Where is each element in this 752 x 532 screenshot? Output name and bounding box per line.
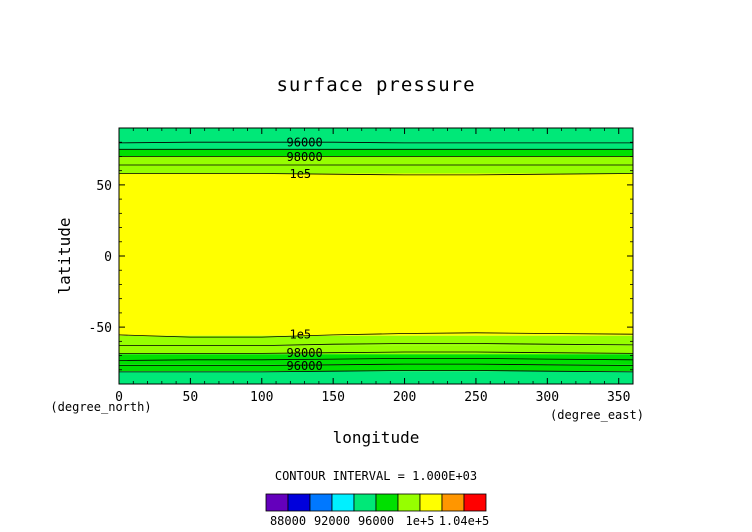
colorbar [265,493,487,512]
contour-label-5: 96000 [287,359,323,373]
pressure-band-3 [119,345,633,355]
x-tick-label-3: 150 [321,390,344,405]
contour-line-1 [119,363,634,366]
contour-line-2 [118,357,634,361]
colorbar-swatch-1 [287,493,311,512]
colorbar-label-2: 96000 [358,514,394,528]
pressure-band-7 [119,156,633,165]
y-tick-label-0: -50 [89,321,112,336]
contour-label-0: 96000 [287,136,323,150]
colorbar-labels: 88000 92000 96000 1e+5 1.04e+5 [270,514,489,528]
x-axis-ticks: 0 50 100 150 200 250 300 350 [115,128,630,405]
contour-lines [118,141,634,373]
x-axis-label: longitude [333,428,420,447]
colorbar-label-4: 1.04e+5 [439,514,490,528]
colorbar-swatch-3 [331,493,355,512]
contour-label-1: 98000 [287,150,323,164]
colorbar-swatch-8 [441,493,465,512]
x-tick-label-7: 350 [607,390,630,405]
colorbar-swatch-4 [353,493,377,512]
colorbar-swatch-6 [397,493,421,512]
x-tick-label-2: 100 [250,390,273,405]
pressure-band-0 [119,371,633,384]
pressure-band-6 [119,164,633,174]
y-tick-label-1: 0 [104,250,112,265]
colorbar-swatch-0 [265,493,289,512]
y-unit-label: (degree_north) [50,400,151,414]
pressure-band-5 [119,173,633,336]
contour-line-6 [119,173,634,176]
contour-line-4 [119,343,634,347]
colorbar-label-3: 1e+5 [406,514,435,528]
y-tick-label-2: 50 [96,179,112,194]
contour-label-2: 1e5 [289,167,311,181]
x-tick-label-1: 50 [183,390,199,405]
contour-interval-note: CONTOUR INTERVAL = 1.000E+03 [275,469,477,483]
y-axis-label: latitude [55,217,74,294]
colorbar-swatch-7 [419,493,443,512]
chart-title: surface pressure [276,74,475,96]
pressure-band-2 [119,354,633,365]
pressure-band-4 [119,335,633,346]
colorbar-label-0: 88000 [270,514,306,528]
pressure-band-1 [119,364,633,372]
x-tick-label-5: 250 [464,390,487,405]
contour-line-3 [119,351,634,354]
contour-label-3: 1e5 [289,328,311,342]
x-unit-label: (degree_east) [550,408,644,422]
pressure-band-9 [119,128,633,150]
plot-area [119,128,633,384]
colorbar-swatch-5 [375,493,399,512]
contour-line-10 [118,141,633,144]
colorbar-swatch-2 [309,493,333,512]
contour-line-5 [118,332,634,338]
contour-line-0 [119,370,634,373]
contour-label-4: 98000 [287,346,323,360]
x-tick-label-4: 200 [393,390,416,405]
colorbar-swatch-9 [463,493,487,512]
colorbar-label-1: 92000 [314,514,350,528]
pressure-band-8 [119,149,633,157]
x-tick-label-0: 0 [115,390,123,405]
y-axis-ticks: -50 0 50 [89,141,633,371]
x-tick-label-6: 300 [536,390,559,405]
